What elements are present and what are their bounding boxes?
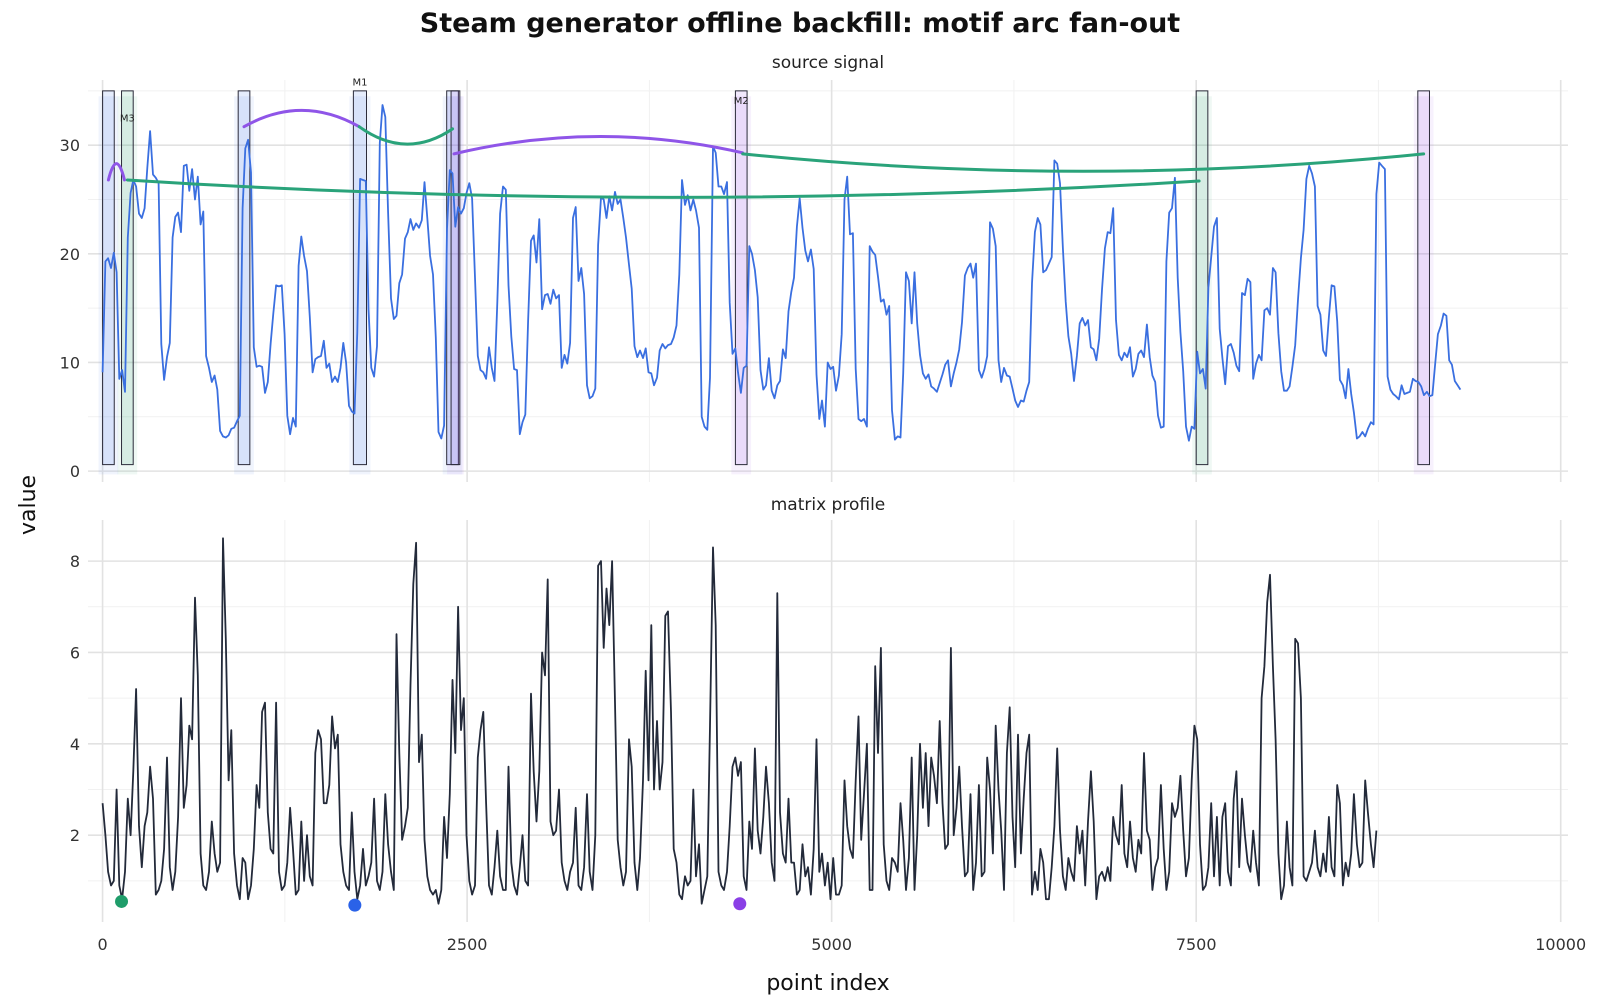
motif-window xyxy=(734,90,748,466)
motif-marker xyxy=(115,894,129,908)
x-tick-label: 2500 xyxy=(447,935,488,954)
motif-marker xyxy=(348,898,362,912)
panel-title: source signal xyxy=(772,53,884,73)
x-tick-label: 0 xyxy=(97,935,107,954)
panel-matrix-profile: 2 4 6 8 matrix profile xyxy=(70,495,1568,922)
y-axis-label: value xyxy=(16,475,41,535)
x-axis: 0 2500 5000 7500 10000 xyxy=(97,935,1586,954)
panel-source-signal: 0 10 20 30 source signal M3 M1 M2 xyxy=(60,53,1568,482)
motif-arc xyxy=(452,134,745,156)
x-tick-label: 7500 xyxy=(1176,935,1217,954)
motif-marker xyxy=(733,897,747,911)
y-tick-label: 20 xyxy=(60,245,80,264)
motif-window-shade xyxy=(731,96,752,475)
motif-label: M2 xyxy=(734,96,749,107)
motif-label: M1 xyxy=(352,77,367,88)
x-tick-label: 10000 xyxy=(1535,935,1586,954)
motif-window xyxy=(102,90,115,466)
motif-arc xyxy=(357,125,455,146)
y-tick-label: 8 xyxy=(70,552,80,571)
panel-title: matrix profile xyxy=(771,495,886,515)
motif-window xyxy=(1417,90,1430,466)
motif-window-shade xyxy=(234,96,254,475)
motif-window-shade xyxy=(98,96,119,475)
chart-title: Steam generator offline backfill: motif … xyxy=(419,8,1181,39)
y-tick-label: 0 xyxy=(70,462,80,481)
x-axis-label: point index xyxy=(766,971,889,996)
motif-arc xyxy=(741,152,1426,173)
y-tick-label: 6 xyxy=(70,643,80,662)
y-tick-label: 4 xyxy=(70,735,80,754)
motif-arc xyxy=(106,162,126,182)
matrix-profile-line xyxy=(101,537,1378,905)
motif-arc xyxy=(125,178,1201,199)
y-tick-label: 30 xyxy=(60,136,80,155)
y-tick-label: 2 xyxy=(70,826,80,845)
motif-label: M3 xyxy=(120,113,135,124)
motif-window-shade xyxy=(1413,96,1434,475)
signal-series-line xyxy=(101,104,1462,442)
motif-window xyxy=(237,90,251,466)
motif-window xyxy=(450,90,461,466)
motif-window-shade xyxy=(442,96,463,475)
motif-arc xyxy=(242,108,361,129)
motif-window xyxy=(1195,90,1209,466)
motif-window-shade xyxy=(1192,96,1212,475)
x-tick-label: 5000 xyxy=(811,935,852,954)
y-tick-label: 10 xyxy=(60,353,80,372)
